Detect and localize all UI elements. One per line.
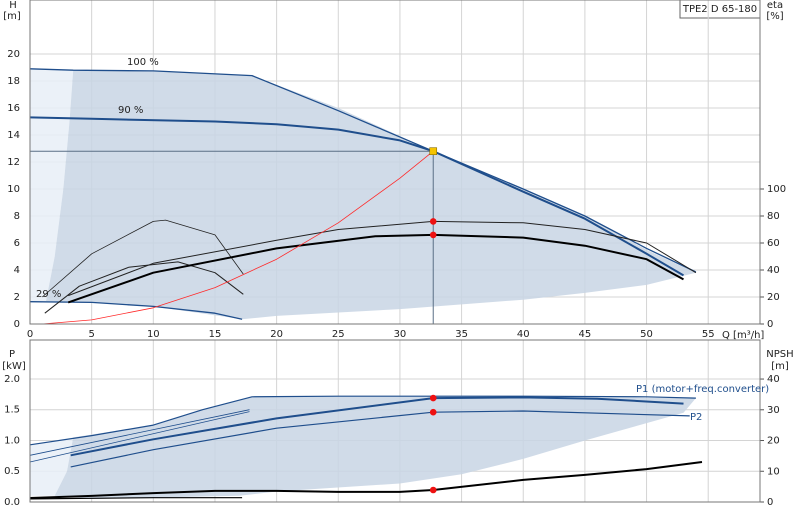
y-tick-label: 0.0 bbox=[4, 497, 20, 508]
y2-tick-label: 40 bbox=[767, 374, 780, 385]
annotation: P1 (motor+freq.converter) bbox=[636, 384, 769, 395]
y2-axis-label: NPSH bbox=[766, 349, 793, 360]
curve bbox=[42, 150, 434, 325]
y-tick-label: 0 bbox=[14, 319, 20, 330]
x-tick-label: 50 bbox=[640, 329, 653, 340]
operating-point bbox=[429, 231, 437, 239]
y-tick-label: 4 bbox=[14, 265, 20, 276]
series-label: 90 % bbox=[118, 105, 143, 116]
series-label: 100 % bbox=[127, 57, 159, 68]
operating-area bbox=[30, 68, 74, 302]
x-tick-label: 30 bbox=[394, 329, 407, 340]
y-tick-label: 8 bbox=[14, 211, 20, 222]
y-tick-label: 2 bbox=[14, 292, 20, 303]
y-axis-label: H bbox=[9, 0, 17, 11]
curve bbox=[29, 409, 250, 456]
x-tick-label: 5 bbox=[88, 329, 94, 340]
y-tick-label: 1.5 bbox=[4, 405, 20, 416]
x-axis-label: Q [m³/h] bbox=[722, 330, 764, 341]
curve bbox=[29, 68, 697, 273]
curve bbox=[29, 461, 703, 499]
y2-axis-unit: [%] bbox=[766, 11, 783, 22]
y2-tick-label: 0 bbox=[767, 497, 773, 508]
y2-tick-label: 80 bbox=[767, 211, 780, 222]
x-tick-label: 25 bbox=[332, 329, 345, 340]
x-tick-label: 20 bbox=[270, 329, 283, 340]
x-tick-label: 40 bbox=[517, 329, 530, 340]
curve bbox=[29, 411, 250, 463]
y-tick-label: 2.0 bbox=[4, 374, 20, 385]
curve bbox=[29, 116, 685, 277]
x-tick-label: 0 bbox=[27, 329, 33, 340]
operating-point bbox=[429, 218, 437, 225]
operating-point bbox=[429, 408, 437, 416]
series-label: 29 % bbox=[36, 289, 61, 300]
operating-point bbox=[429, 486, 437, 494]
y-tick-label: 10 bbox=[7, 184, 20, 195]
y2-tick-label: 0 bbox=[767, 319, 773, 330]
plot-frame bbox=[29, 339, 761, 503]
x-tick-label: 15 bbox=[209, 329, 222, 340]
curve bbox=[29, 497, 243, 500]
x-tick-label: 10 bbox=[147, 329, 160, 340]
y-tick-label: 6 bbox=[14, 238, 20, 249]
product-name: TPE2 D 65-180 bbox=[682, 4, 757, 15]
duty-point bbox=[429, 147, 438, 155]
y2-axis-unit: [m] bbox=[771, 361, 789, 372]
y2-tick-label: 30 bbox=[767, 405, 780, 416]
curve bbox=[70, 410, 690, 468]
curve bbox=[44, 261, 244, 314]
annotation: P2 bbox=[690, 412, 702, 423]
x-tick-label: 45 bbox=[579, 329, 592, 340]
y-axis-unit: [kW] bbox=[2, 361, 26, 372]
y2-tick-label: 20 bbox=[767, 292, 780, 303]
y2-tick-label: 60 bbox=[767, 238, 780, 249]
plot-frame bbox=[29, 0, 761, 325]
curve bbox=[29, 395, 696, 446]
x-tick-label: 35 bbox=[455, 329, 468, 340]
y-tick-label: 20 bbox=[7, 49, 20, 60]
curve bbox=[42, 219, 244, 298]
y-tick-label: 12 bbox=[7, 157, 20, 168]
operating-area bbox=[54, 396, 696, 499]
y-axis-unit: [m] bbox=[3, 11, 21, 22]
y-tick-label: 18 bbox=[7, 76, 20, 87]
x-tick-label: 55 bbox=[702, 329, 715, 340]
operating-area bbox=[46, 70, 696, 320]
y2-axis-label: eta bbox=[767, 0, 783, 11]
y-tick-label: 16 bbox=[7, 103, 20, 114]
y2-tick-label: 100 bbox=[767, 184, 786, 195]
y2-tick-label: 20 bbox=[767, 436, 780, 447]
operating-area bbox=[30, 437, 74, 496]
y-tick-label: 14 bbox=[7, 130, 20, 141]
y2-tick-label: 10 bbox=[767, 466, 780, 477]
operating-point bbox=[429, 394, 437, 402]
y2-tick-label: 40 bbox=[767, 265, 780, 276]
y-tick-label: 1.0 bbox=[4, 435, 20, 446]
y-axis-label: P bbox=[9, 349, 15, 360]
y-tick-label: 0.5 bbox=[4, 466, 20, 477]
